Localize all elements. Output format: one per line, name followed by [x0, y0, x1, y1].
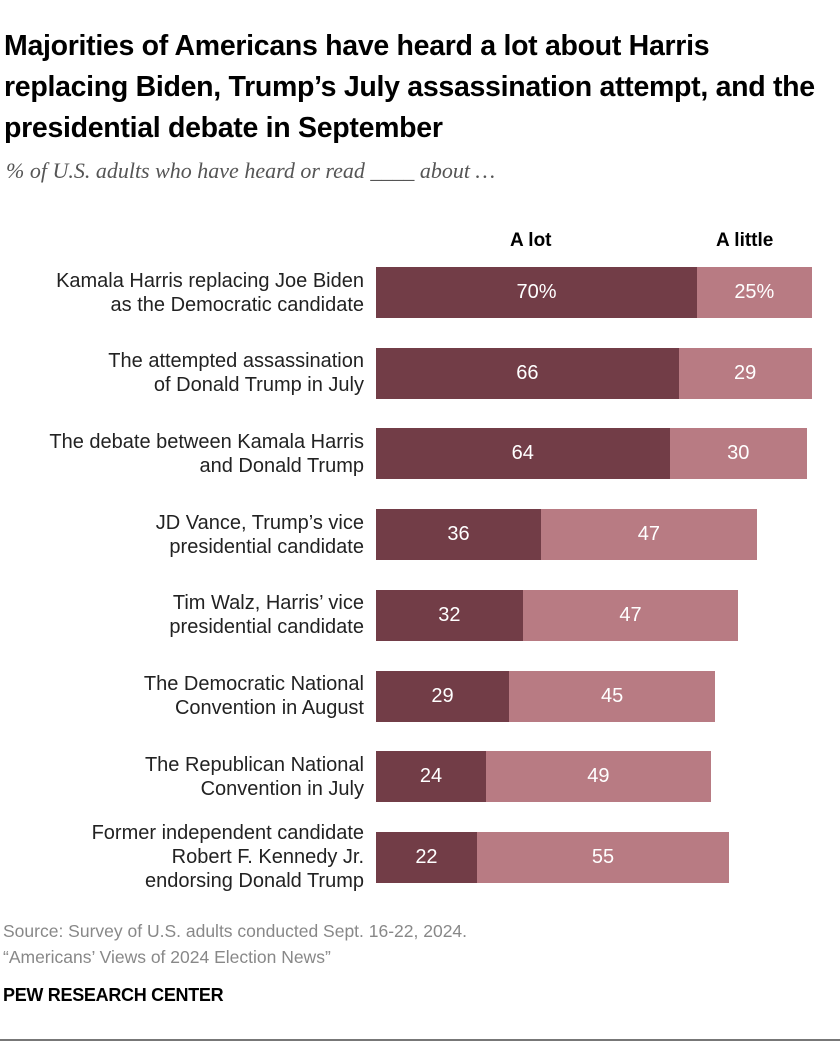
bar-row: JD Vance, Trump’s vice presidential cand…: [0, 509, 840, 561]
data-label: 70%: [516, 281, 557, 303]
bar-a-little: 45: [508, 670, 716, 722]
bar-a-little: 25%: [697, 267, 812, 318]
report-title: “Americans’ Views of 2024 Election News”: [3, 947, 331, 967]
data-label: 22: [415, 845, 438, 868]
category-label: The Democratic National Convention in Au…: [143, 673, 364, 719]
category-label: JD Vance, Trump’s vice presidential cand…: [155, 511, 364, 558]
bar-a-little: 47: [541, 509, 757, 561]
data-label: 29: [734, 361, 757, 384]
source-text: Source: Survey of U.S. adults conducted …: [3, 921, 468, 941]
bar-a-lot: 24: [376, 751, 487, 803]
category-label: Kamala Harris replacing Joe Biden as the…: [56, 269, 364, 316]
category-label: The debate between Kamala Harris and Don…: [49, 430, 364, 477]
data-label: 25%: [734, 281, 775, 303]
category-label: Tim Walz, Harris’ vice presidential cand…: [169, 592, 364, 639]
chart-title: Majorities of Americans have heard a lot…: [4, 30, 815, 144]
data-label: 47: [637, 523, 660, 546]
data-label: 49: [587, 765, 610, 788]
bar-a-little: 47: [522, 589, 739, 641]
bar-a-little: 55: [476, 831, 730, 883]
bar-a-lot: 64: [376, 428, 670, 480]
bar-row: Kamala Harris replacing Joe Biden as the…: [0, 267, 840, 318]
pew-logo: PEW RESEARCH CENTER: [3, 985, 224, 1005]
data-label: 64: [511, 442, 534, 465]
data-label: 55: [591, 845, 615, 868]
bar-a-little: 30: [669, 428, 808, 480]
bar-row: The attempted assassination of Donald Tr…: [0, 347, 840, 399]
category-label: Former independent candidate Robert F. K…: [91, 822, 364, 893]
bar-a-little: 49: [486, 751, 711, 803]
bottom-rule: [0, 1039, 840, 1041]
chart-subtitle: % of U.S. adults who have heard or read …: [6, 158, 496, 183]
bar-row: The Republican National Convention in Ju…: [0, 751, 840, 803]
data-label: 24: [419, 765, 443, 788]
data-label: 36: [447, 523, 470, 546]
bar-a-lot: 32: [376, 589, 523, 641]
bar-a-lot: 70%: [376, 267, 698, 318]
data-label: 30: [727, 442, 750, 465]
source-note: Source: Survey of U.S. adults conducted …: [3, 918, 467, 970]
bar-row: Former independent candidate Robert F. K…: [0, 822, 840, 892]
legend-a-little: A little: [716, 230, 774, 251]
legend-a-lot: A lot: [510, 230, 552, 251]
category-label: The Republican National Convention in Ju…: [144, 753, 364, 800]
data-label: 29: [431, 684, 454, 707]
bar-row: The Democratic National Convention in Au…: [0, 670, 840, 722]
category-label: The attempted assassination of Donald Tr…: [108, 350, 364, 397]
bar-a-little: 29: [678, 347, 812, 399]
data-label: 47: [619, 603, 642, 626]
data-label: 66: [516, 361, 539, 384]
bar-row: Tim Walz, Harris’ vice presidential cand…: [0, 589, 840, 641]
bar-a-lot: 66: [376, 347, 679, 399]
data-label: 32: [438, 603, 461, 626]
bar-row: The debate between Kamala Harris and Don…: [0, 428, 840, 480]
bar-a-lot: 36: [376, 509, 542, 561]
bar-a-lot: 22: [376, 831, 477, 883]
bar-a-lot: 29: [376, 670, 509, 722]
data-label: 45: [601, 684, 624, 707]
